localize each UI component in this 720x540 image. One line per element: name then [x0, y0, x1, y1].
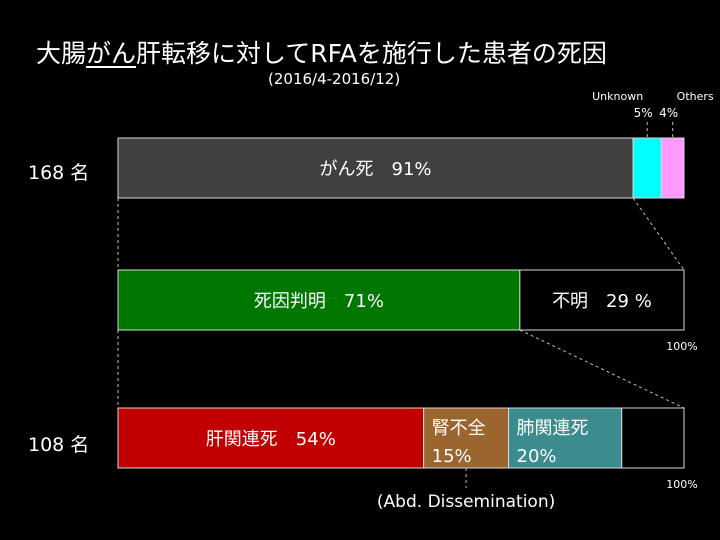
- total-label-2: 100%: [666, 478, 697, 491]
- segment-label-2-1: 腎不全: [432, 418, 486, 439]
- title-underlined: がん: [86, 39, 137, 68]
- bar-segment-0-2: [660, 137, 685, 199]
- small-pct-unknown: 5%: [634, 106, 653, 120]
- small-legend-unknown: Unknown: [592, 90, 643, 103]
- annotation-abd-dissemination: (Abd. Dissemination): [377, 492, 555, 512]
- bar-segment-1-1: [519, 269, 685, 331]
- segment-label-0-0: がん死 91%: [320, 159, 432, 180]
- segment-label-2-0: 肝関連死 54%: [206, 429, 336, 450]
- segment-label-1-0: 死因判明 71%: [254, 291, 384, 312]
- small-legend-others: Others: [677, 90, 714, 103]
- connector-line-right-1: [632, 197, 685, 271]
- connector-line-right-2: [519, 329, 685, 409]
- segment-label-2-2: 肺関連死: [517, 418, 589, 439]
- title-rest: 肝転移に対してRFAを施行した患者の死因: [136, 39, 607, 68]
- bar-segment-2-3: [621, 407, 685, 469]
- segment-value-2-2: 20%: [517, 446, 557, 467]
- title-prefix: 大腸: [36, 39, 87, 68]
- small-pct-others: 4%: [659, 106, 678, 120]
- row-label-108: 108 名: [28, 434, 90, 456]
- segment-value-2-1: 15%: [432, 446, 472, 467]
- chart-subtitle: (2016/4-2016/12): [268, 70, 401, 88]
- bar-segment-0-1: [632, 137, 662, 199]
- segment-label-1-1: 不明 29 %: [552, 291, 652, 312]
- bar-segment-1-0: [117, 269, 521, 331]
- chart-title: 大腸がん肝転移に対してRFAを施行した患者の死因: [36, 34, 607, 70]
- bar-segment-0-0: [117, 137, 634, 199]
- row-label-168: 168 名: [28, 162, 90, 184]
- total-label-1: 100%: [666, 340, 697, 353]
- bar-segment-2-0: [117, 407, 425, 469]
